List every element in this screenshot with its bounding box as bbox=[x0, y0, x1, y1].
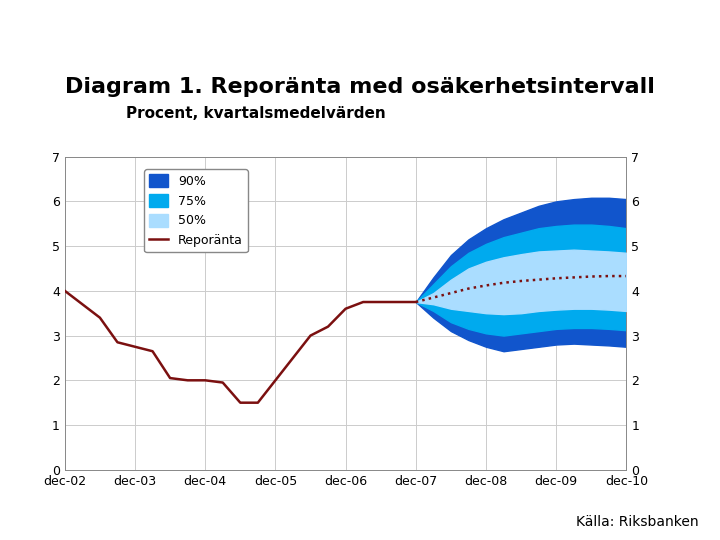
Text: Källa: Riksbanken: Källa: Riksbanken bbox=[576, 515, 698, 529]
Legend: 90%, 75%, 50%, Reporänta: 90%, 75%, 50%, Reporänta bbox=[144, 169, 248, 252]
Text: Procent, kvartalsmedelvärden: Procent, kvartalsmedelvärden bbox=[126, 106, 385, 122]
Text: SVERIGES
RIKSBANK: SVERIGES RIKSBANK bbox=[642, 48, 683, 60]
Text: Diagram 1. Reporänta med osäkerhetsintervall: Diagram 1. Reporänta med osäkerhetsinter… bbox=[65, 77, 654, 97]
